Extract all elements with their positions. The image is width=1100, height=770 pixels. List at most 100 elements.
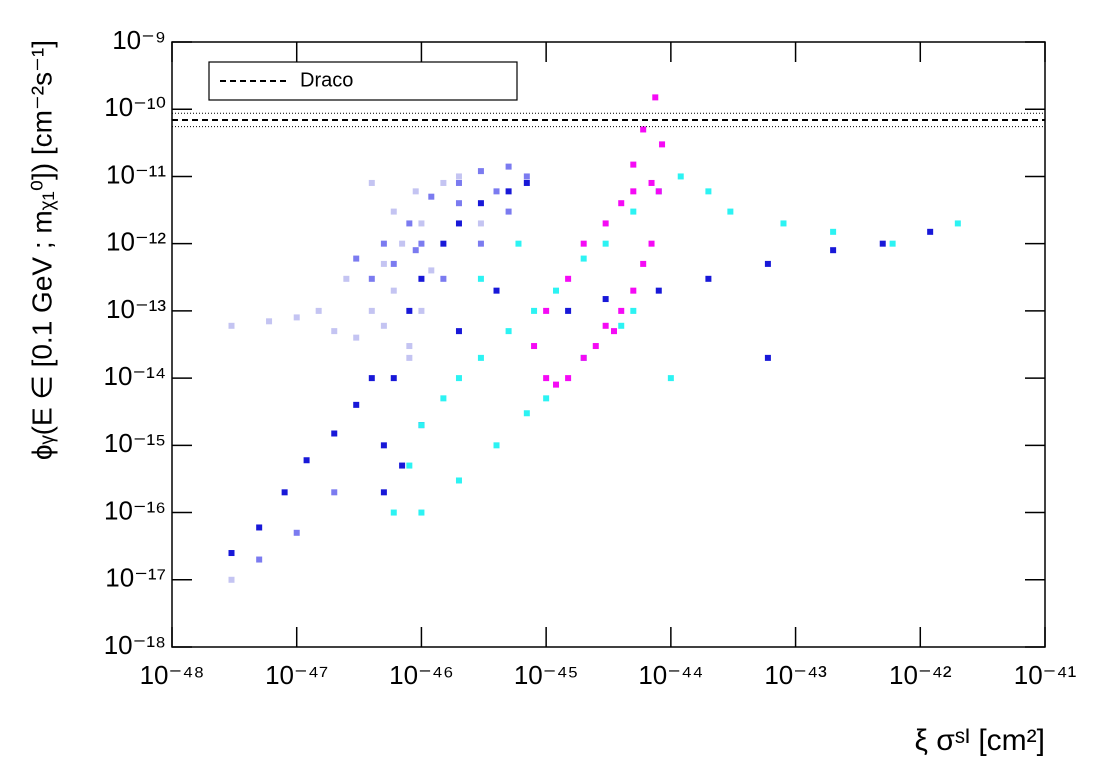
point <box>640 260 647 267</box>
point <box>523 410 530 417</box>
y-tick-label: 10⁻¹² <box>106 227 166 257</box>
point <box>418 422 425 429</box>
point <box>764 354 771 361</box>
point <box>477 220 484 227</box>
point <box>477 354 484 361</box>
point <box>659 141 666 148</box>
point <box>477 168 484 175</box>
point <box>954 220 961 227</box>
point <box>630 287 637 294</box>
y-tick-label: 10⁻¹⁸ <box>104 630 166 660</box>
x-tick-label: 10⁻⁴⁸ <box>140 660 205 690</box>
point <box>390 287 397 294</box>
x-tick-label: 10⁻⁴⁶ <box>389 660 454 690</box>
point <box>390 260 397 267</box>
point <box>406 220 413 227</box>
point <box>368 307 375 314</box>
point <box>406 354 413 361</box>
point <box>455 220 462 227</box>
point <box>610 328 617 335</box>
point <box>455 375 462 382</box>
y-tick-label: 10⁻¹³ <box>106 294 166 324</box>
point <box>455 200 462 207</box>
point <box>602 240 609 247</box>
point <box>565 375 572 382</box>
point <box>477 275 484 282</box>
point <box>580 255 587 262</box>
point <box>418 240 425 247</box>
point <box>418 275 425 282</box>
x-tick-label: 10⁻⁴⁴ <box>638 660 703 690</box>
point <box>630 188 637 195</box>
point <box>927 228 934 235</box>
point <box>493 188 500 195</box>
x-tick-label: 10⁻⁴⁵ <box>514 660 579 690</box>
point <box>592 343 599 350</box>
point <box>618 307 625 314</box>
point <box>412 247 419 254</box>
point <box>343 275 350 282</box>
point <box>228 576 235 583</box>
y-tick-label: 10⁻¹⁶ <box>104 495 166 525</box>
point <box>440 179 447 186</box>
point <box>266 318 273 325</box>
point <box>331 489 338 496</box>
point <box>390 509 397 516</box>
point <box>331 328 338 335</box>
y-tick-label: 10⁻⁹ <box>112 25 166 55</box>
point <box>418 509 425 516</box>
point <box>830 247 837 254</box>
point <box>630 307 637 314</box>
point <box>293 529 300 536</box>
point <box>648 179 655 186</box>
point <box>303 457 310 464</box>
point <box>477 240 484 247</box>
point <box>399 240 406 247</box>
point <box>602 296 609 303</box>
point <box>399 462 406 469</box>
point <box>315 307 322 314</box>
point <box>523 173 530 180</box>
x-tick-label: 10⁻⁴² <box>889 660 952 690</box>
point <box>406 307 413 314</box>
point <box>406 343 413 350</box>
point <box>830 228 837 235</box>
point <box>281 489 288 496</box>
point <box>655 287 662 294</box>
y-tick-label: 10⁻¹⁵ <box>104 428 166 458</box>
y-tick-label: 10⁻¹⁷ <box>105 563 166 593</box>
point <box>505 328 512 335</box>
point <box>531 343 538 350</box>
point <box>228 550 235 557</box>
point <box>553 381 560 388</box>
point <box>648 240 655 247</box>
x-tick-label: 10⁻⁴¹ <box>1014 660 1077 690</box>
point <box>380 322 387 329</box>
point <box>440 395 447 402</box>
y-axis-title: ϕᵧ(E ∈ [0.1 GeV ; mᵪ₁⁰]) [cm⁻²s⁻¹] <box>26 40 57 460</box>
plot-frame <box>171 41 1046 648</box>
point <box>418 307 425 314</box>
point <box>630 208 637 215</box>
point <box>879 240 886 247</box>
point <box>455 328 462 335</box>
point <box>727 208 734 215</box>
point <box>602 220 609 227</box>
point <box>618 322 625 329</box>
point <box>256 556 263 563</box>
point <box>380 489 387 496</box>
point <box>368 179 375 186</box>
x-axis-title: ξ σˢᴵ [cm²] <box>915 724 1045 757</box>
point <box>667 375 674 382</box>
point <box>353 255 360 262</box>
point <box>580 354 587 361</box>
y-tick-label: 10⁻¹⁴ <box>104 361 166 391</box>
point <box>705 188 712 195</box>
point <box>428 193 435 200</box>
point <box>390 375 397 382</box>
point <box>493 442 500 449</box>
point <box>705 275 712 282</box>
point <box>412 188 419 195</box>
point <box>677 173 684 180</box>
